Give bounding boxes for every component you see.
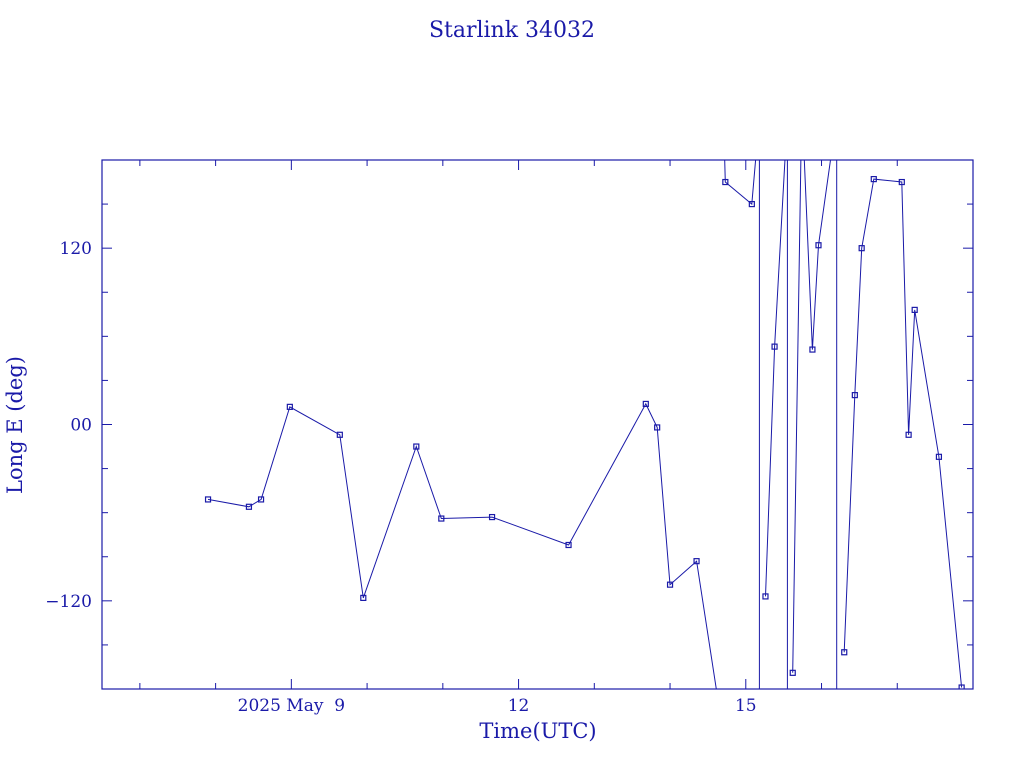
- data-point: [771, 343, 778, 350]
- data-point: [935, 453, 943, 460]
- y-tick-label: 120: [60, 239, 92, 259]
- axis-ticks: [102, 160, 974, 689]
- data-point: [851, 392, 858, 399]
- data-point: [286, 403, 293, 410]
- data-point: [858, 245, 865, 252]
- x-axis-label: Time(UTC): [479, 719, 596, 743]
- data-point: [693, 558, 700, 565]
- data-point: [438, 515, 445, 522]
- series-line: [724, 160, 760, 689]
- plot-frame: [101, 159, 974, 690]
- data-point: [809, 346, 816, 353]
- data-point: [413, 443, 420, 450]
- data-point: [898, 178, 905, 186]
- data-point: [666, 581, 674, 588]
- series-line: [792, 160, 838, 689]
- data-point: [789, 669, 796, 676]
- data-point: [488, 513, 496, 521]
- data-point: [654, 424, 661, 431]
- data-point: [245, 503, 253, 510]
- x-tick-label: 15: [735, 696, 757, 716]
- series-line: [843, 178, 963, 688]
- data-point: [204, 496, 212, 503]
- data-point: [911, 306, 918, 313]
- data-point: [748, 200, 755, 208]
- y-tick-label: −120: [45, 592, 92, 612]
- data-point: [722, 178, 729, 186]
- data-point: [905, 431, 912, 438]
- data-point: [336, 431, 343, 438]
- chart-title: Starlink 34032: [429, 18, 595, 43]
- data-point: [815, 242, 822, 249]
- data-point: [565, 541, 572, 549]
- y-axis-label: Long E (deg): [3, 356, 27, 494]
- data-point: [841, 649, 848, 656]
- data-point: [870, 176, 877, 183]
- data-point: [257, 496, 265, 503]
- data-point: [360, 594, 367, 601]
- x-tick-label: 2025 May 9: [238, 696, 345, 716]
- axis-tick-labels: 2025 May 9 12 15 120 00 −120: [45, 239, 756, 716]
- series-line: [207, 402, 717, 689]
- y-tick-label: 00: [70, 416, 92, 436]
- data-point: [958, 684, 965, 689]
- x-tick-label: 12: [508, 696, 530, 716]
- data-point: [799, 99, 804, 104]
- series-line: [765, 160, 788, 689]
- data-point: [762, 593, 769, 600]
- series-layer: [204, 99, 965, 689]
- data-point: [642, 400, 649, 408]
